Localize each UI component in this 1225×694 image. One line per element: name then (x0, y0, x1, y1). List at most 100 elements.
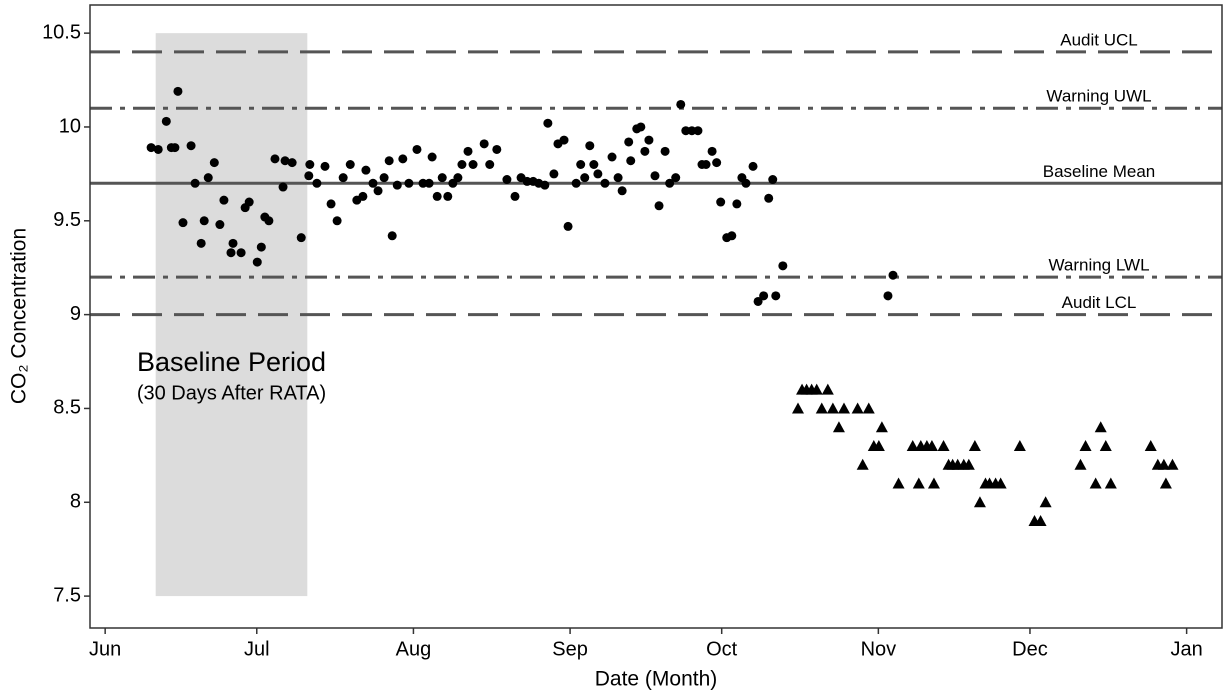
data-point (178, 218, 188, 228)
data-point (502, 175, 512, 185)
y-tick-label: 8 (70, 491, 81, 513)
data-point (1157, 458, 1170, 470)
data-point (654, 201, 664, 211)
data-point (732, 199, 742, 209)
data-point (778, 261, 788, 271)
data-point (392, 180, 402, 190)
data-point (862, 402, 875, 414)
data-point (190, 178, 200, 188)
data-point (883, 291, 893, 301)
data-point (589, 160, 599, 170)
y-tick-label: 8.5 (53, 397, 81, 419)
data-point (215, 220, 225, 230)
data-point (1166, 458, 1179, 470)
reference-label: Warning LWL (1048, 256, 1149, 275)
data-point (305, 160, 315, 170)
data-point (563, 221, 573, 231)
data-point (432, 191, 442, 201)
x-tick-label: Aug (396, 638, 432, 660)
data-point (962, 458, 975, 470)
data-point (636, 122, 646, 132)
data-point (540, 180, 550, 190)
data-point (252, 257, 262, 267)
reference-label: Baseline Mean (1043, 162, 1155, 181)
x-axis-title: Date (Month) (595, 668, 718, 691)
data-point (1013, 439, 1026, 451)
data-point (585, 141, 595, 151)
data-point (906, 439, 919, 451)
region-sublabel: (30 Days After RATA) (137, 382, 326, 404)
data-point (753, 296, 763, 306)
data-point (624, 137, 634, 147)
data-point (236, 248, 246, 258)
data-point (170, 143, 180, 153)
data-point (593, 169, 603, 179)
data-point (1079, 439, 1092, 451)
data-point (701, 160, 711, 170)
data-point (650, 171, 660, 181)
reference-label: Audit UCL (1060, 30, 1137, 49)
data-point (771, 291, 781, 301)
data-point (345, 160, 355, 170)
data-point (228, 238, 238, 248)
data-point (792, 402, 805, 414)
data-point (837, 402, 850, 414)
data-point (875, 421, 888, 433)
data-point (707, 146, 717, 156)
data-point (832, 421, 845, 433)
reference-label: Warning UWL (1046, 87, 1151, 106)
data-point (888, 270, 898, 280)
data-point (510, 191, 520, 201)
data-point (479, 139, 489, 149)
data-point (256, 242, 266, 252)
data-point (851, 402, 864, 414)
data-point (485, 160, 495, 170)
data-point (453, 173, 463, 183)
data-point (424, 178, 434, 188)
data-point (1089, 477, 1102, 489)
data-point (810, 383, 823, 395)
data-point (338, 173, 348, 183)
data-point (404, 178, 414, 188)
region-label: Baseline Period (137, 347, 326, 377)
data-point (280, 156, 290, 166)
data-point (244, 197, 254, 207)
data-point (468, 160, 478, 170)
data-point (173, 86, 183, 96)
data-point (312, 178, 322, 188)
data-point (727, 231, 737, 241)
data-point (437, 173, 447, 183)
data-point (146, 143, 156, 153)
data-point (1034, 515, 1047, 527)
data-point (821, 383, 834, 395)
data-point (332, 216, 342, 226)
data-point (600, 178, 610, 188)
data-point (580, 173, 590, 183)
data-point (304, 171, 314, 181)
x-tick-label: Jun (89, 638, 121, 660)
data-point (968, 439, 981, 451)
data-point (559, 135, 569, 145)
data-point (373, 186, 383, 196)
data-point (892, 477, 905, 489)
data-point (186, 141, 196, 151)
data-point (576, 160, 586, 170)
data-point (872, 439, 885, 451)
data-point (196, 238, 206, 248)
x-tick-label: Dec (1012, 638, 1048, 660)
data-point (1094, 421, 1107, 433)
data-point (937, 439, 950, 451)
data-point (270, 154, 280, 164)
data-point (741, 178, 751, 188)
data-point (296, 233, 306, 243)
data-point (856, 458, 869, 470)
data-point (994, 477, 1007, 489)
data-point (912, 477, 925, 489)
data-point (384, 156, 394, 166)
data-point (640, 146, 650, 156)
data-point (226, 248, 236, 258)
data-point (320, 161, 330, 171)
plot-frame (89, 4, 1223, 629)
data-point (287, 158, 297, 168)
data-point (443, 191, 453, 201)
